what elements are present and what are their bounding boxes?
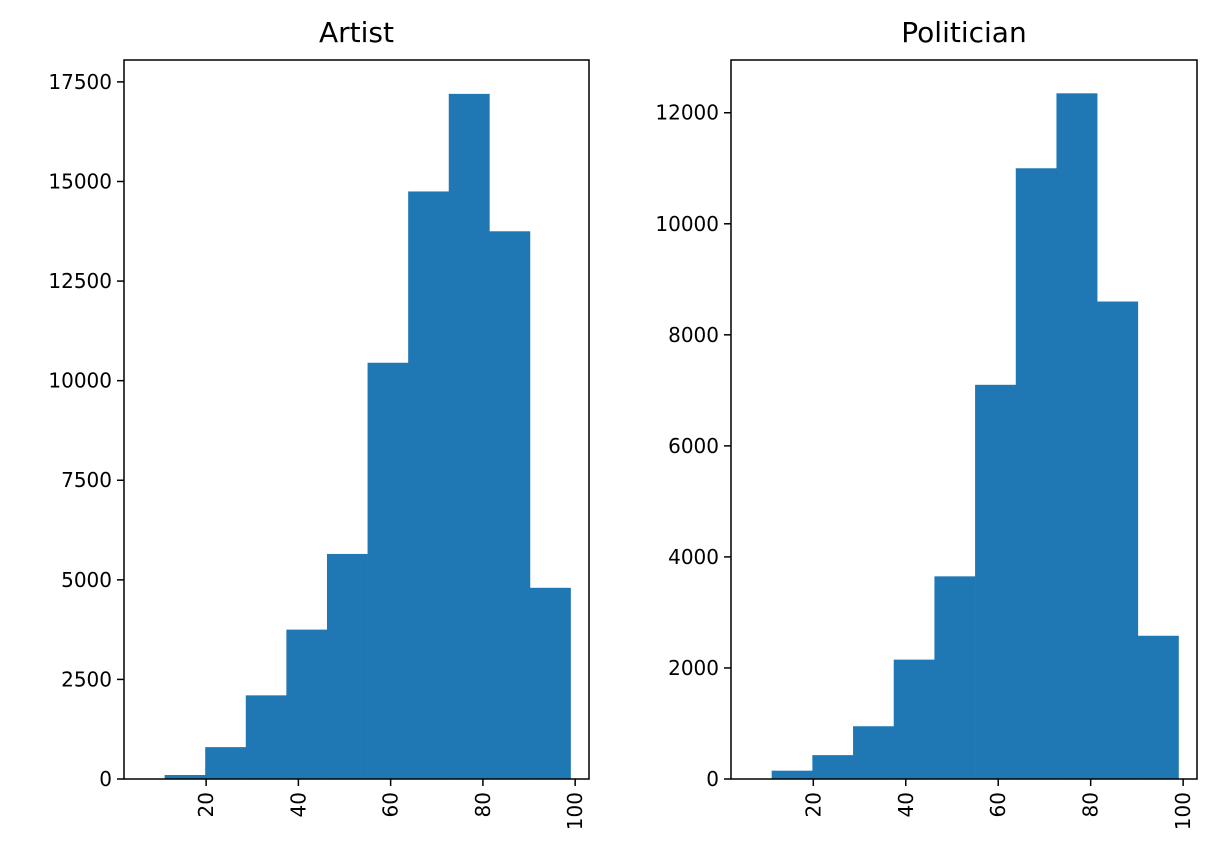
artist-ytick-label-4: 10000 — [48, 369, 112, 393]
artist-axes-frame — [123, 59, 590, 780]
politician-bar-8 — [1097, 301, 1139, 779]
politician-bar-2 — [853, 726, 895, 779]
politician-ytick-label-6: 12000 — [655, 101, 719, 125]
artist-ytick-label-3: 7500 — [61, 468, 112, 492]
politician-bar-1 — [812, 755, 854, 779]
artist-xtick-label-0: 20 — [194, 792, 218, 817]
politician-ytick-label-5: 10000 — [655, 212, 719, 236]
politician-ytick-label-3: 6000 — [668, 434, 719, 458]
politician-bar-6 — [1015, 168, 1057, 779]
artist-chart-title: Artist — [319, 16, 394, 49]
politician-ytick-label-0: 0 — [706, 767, 719, 791]
politician-bar-4 — [934, 576, 976, 779]
artist-bar-3 — [286, 629, 328, 779]
artist-bar-8 — [489, 231, 531, 779]
artist-bar-6 — [408, 191, 450, 779]
politician-histogram-panel: Politician 0 2000 4000 6000 8000 10000 12000 20… — [655, 16, 1198, 830]
politician-bar-9 — [1137, 635, 1179, 779]
politician-bar-7 — [1056, 93, 1098, 779]
artist-bar-9 — [529, 587, 571, 779]
politician-chart-title: Politician — [901, 16, 1026, 49]
politician-ytick-label-1: 2000 — [668, 656, 719, 680]
politician-xtick-label-3: 80 — [1079, 792, 1103, 817]
politician-bar-5 — [975, 384, 1017, 779]
artist-ytick-label-5: 12500 — [48, 269, 112, 293]
politician-bar-0 — [771, 770, 813, 779]
artist-ytick-label-0: 0 — [99, 767, 112, 791]
politician-xtick-label-4: 100 — [1171, 792, 1195, 830]
artist-histogram-panel: Artist 0 2500 5000 7500 10000 12500 15000 17500… — [48, 16, 590, 830]
politician-ytick-label-4: 8000 — [668, 323, 719, 347]
politician-xtick-label-2: 60 — [986, 792, 1010, 817]
artist-ytick-label-7: 17500 — [48, 70, 112, 94]
politician-xtick-label-1: 40 — [894, 792, 918, 817]
artist-bar-4 — [326, 553, 368, 779]
artist-ytick-label-6: 15000 — [48, 169, 112, 193]
artist-xtick-label-4: 100 — [563, 792, 587, 830]
artist-bar-5 — [367, 362, 409, 779]
artist-bar-7 — [448, 93, 490, 780]
artist-bar-1 — [205, 747, 247, 779]
artist-ytick-label-1: 2500 — [61, 667, 112, 691]
politician-axes-frame — [730, 59, 1198, 780]
artist-xtick-label-3: 80 — [471, 792, 495, 817]
politician-ytick-label-2: 4000 — [668, 545, 719, 569]
politician-bar-3 — [893, 659, 935, 779]
politician-xtick-label-0: 20 — [801, 792, 825, 817]
artist-xtick-label-1: 40 — [286, 792, 310, 817]
artist-xtick-label-2: 60 — [379, 792, 403, 817]
artist-bar-0 — [164, 775, 206, 779]
artist-bar-2 — [245, 695, 287, 779]
artist-ytick-label-2: 5000 — [61, 568, 112, 592]
